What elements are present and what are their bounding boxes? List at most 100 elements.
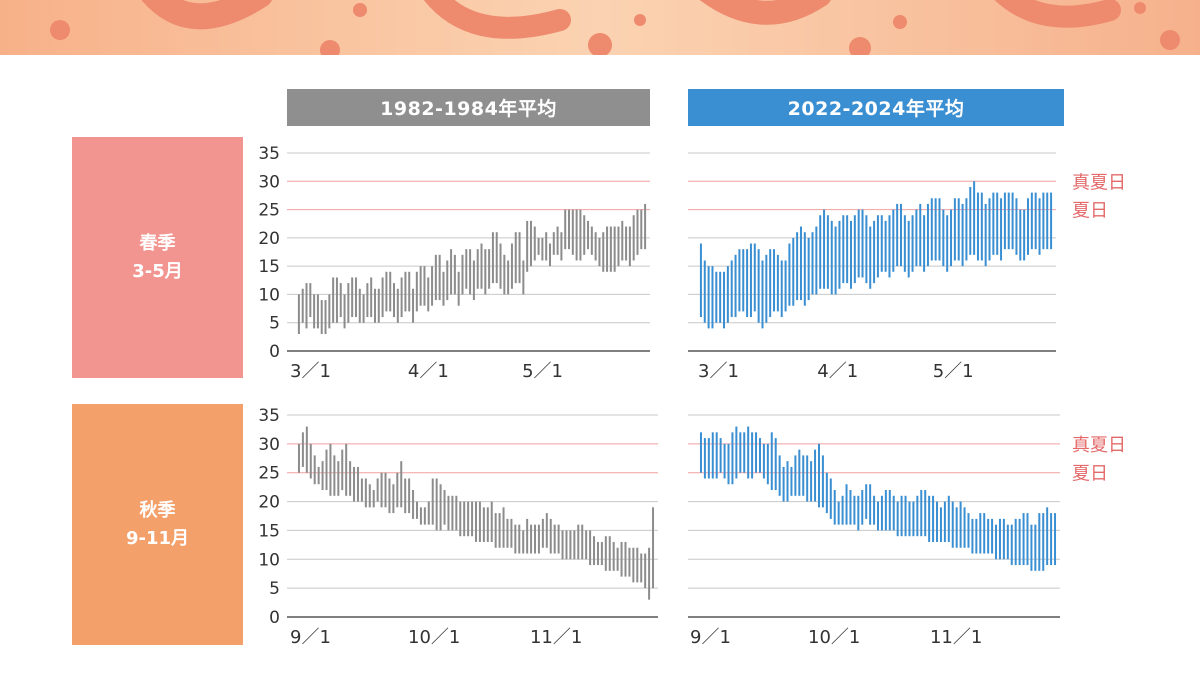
range-bar (769, 249, 772, 318)
range-bar (506, 518, 509, 548)
range-bar (924, 490, 927, 537)
range-bar (849, 490, 852, 525)
range-bar (564, 209, 567, 250)
range-bar (817, 443, 820, 508)
range-bar (400, 461, 403, 508)
range-bar (453, 254, 456, 295)
range-bar (932, 495, 935, 542)
range-bar (541, 237, 544, 261)
x-tick-label: 4／1 (817, 361, 858, 382)
x-tick-label: 11／1 (530, 627, 582, 648)
y-tick-label: 30 (258, 435, 280, 455)
range-bar (939, 507, 942, 542)
x-tick-label: 9／1 (690, 627, 731, 648)
range-bar (457, 271, 460, 306)
range-bar (360, 478, 363, 502)
range-bar (434, 254, 437, 301)
threshold-label: 夏日 (1072, 464, 1108, 485)
range-bar (841, 495, 844, 525)
range-bar (467, 501, 470, 537)
y-tick-label: 25 (258, 201, 280, 221)
range-bar (463, 501, 466, 537)
range-bar (575, 209, 578, 261)
season-label-spring: 春季 3-5月 (72, 137, 243, 378)
range-bar (796, 232, 799, 301)
range-bar (1007, 192, 1010, 250)
range-bar (472, 260, 475, 301)
range-bar (351, 277, 354, 318)
range-bar (560, 232, 563, 261)
x-tick-label: 4／1 (408, 361, 449, 382)
range-bar (829, 478, 832, 519)
range-bar (503, 254, 506, 295)
range-bar (450, 249, 453, 295)
range-bar (324, 300, 327, 335)
range-bar (329, 443, 332, 496)
range-bar (301, 432, 304, 467)
y-tick-label: 35 (258, 406, 280, 426)
range-bar (447, 495, 450, 531)
range-bar (762, 443, 765, 479)
range-bar (388, 478, 391, 514)
range-bar (608, 536, 611, 571)
range-bar (908, 501, 911, 537)
range-bar (309, 443, 312, 479)
range-bar (739, 432, 742, 473)
range-bar (486, 507, 489, 542)
range-bar (845, 484, 848, 525)
y-tick-label: 30 (258, 172, 280, 192)
range-bar (345, 443, 348, 496)
range-bar (715, 432, 718, 479)
range-bar (628, 226, 631, 267)
range-bar (1011, 192, 1014, 250)
range-bar (794, 455, 797, 496)
range-bar (1046, 192, 1049, 250)
range-bar (366, 283, 369, 318)
range-bar (782, 466, 785, 502)
range-bar (877, 501, 879, 531)
range-bar (869, 484, 872, 525)
range-bar (321, 461, 324, 491)
range-bar (617, 226, 620, 267)
threshold-label: 真夏日 (1072, 435, 1126, 456)
range-bar (938, 198, 941, 261)
range-bar (1034, 192, 1037, 250)
range-bar (442, 271, 445, 306)
range-bar (998, 518, 1001, 560)
range-bar (770, 432, 773, 491)
range-bar (865, 215, 868, 284)
range-bar (552, 232, 555, 255)
range-bar (780, 260, 783, 318)
range-bar (971, 518, 974, 554)
range-bar (510, 518, 513, 548)
range-bar (325, 449, 328, 491)
range-bar (556, 226, 559, 255)
range-bar (419, 266, 422, 306)
range-bar (861, 490, 864, 525)
range-bar (786, 461, 789, 502)
range-bar (435, 478, 438, 531)
range-bar (1030, 524, 1033, 571)
range-bar (861, 209, 864, 278)
range-bar (774, 438, 777, 491)
range-bar (907, 220, 910, 278)
range-bar (423, 266, 426, 306)
range-bar (758, 438, 761, 473)
range-bar (723, 271, 726, 329)
range-bar (568, 209, 571, 250)
range-bar (297, 443, 300, 473)
range-bar (888, 215, 891, 278)
range-bar (380, 472, 383, 508)
range-bar (873, 220, 876, 284)
range-bar (959, 501, 962, 548)
range-bar (491, 232, 494, 284)
range-bar (537, 524, 540, 554)
range-bar (936, 501, 939, 542)
range-bar (1018, 518, 1021, 566)
header-2022-2024: 2022-2024年平均 (688, 89, 1064, 126)
range-bar (884, 220, 887, 272)
range-bar (548, 243, 551, 267)
range-bar (593, 536, 596, 566)
range-bar (853, 495, 856, 525)
range-bar (857, 209, 860, 278)
